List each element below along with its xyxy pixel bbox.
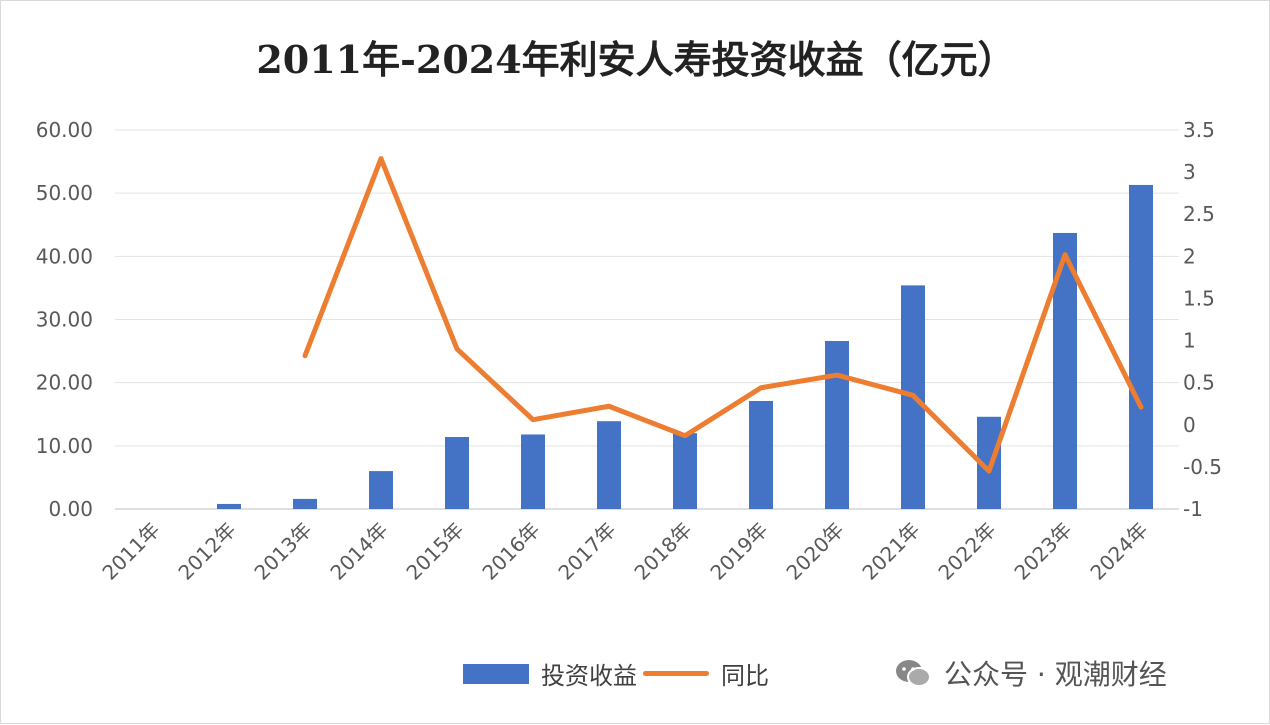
right-tick-label: -0.5: [1183, 455, 1222, 479]
x-tick-label: 2023年: [1009, 518, 1076, 585]
bar: [217, 504, 241, 509]
right-tick-label: 3: [1183, 160, 1196, 184]
left-tick-label: 20.00: [36, 371, 93, 395]
x-tick-label: 2014年: [325, 518, 392, 585]
bar: [521, 434, 545, 509]
bar: [369, 471, 393, 509]
x-tick-label: 2011年: [97, 518, 164, 585]
legend-bar-swatch: [463, 664, 529, 684]
left-tick-label: 60.00: [36, 118, 93, 142]
right-tick-label: 0.5: [1183, 371, 1215, 395]
legend: 投资收益 同比: [463, 656, 769, 691]
x-tick-label: 2013年: [249, 518, 316, 585]
legend-line-label: 同比: [721, 656, 769, 691]
line-series: [305, 159, 1141, 471]
right-tick-label: 2.5: [1183, 202, 1215, 226]
left-tick-label: 40.00: [36, 244, 93, 268]
right-tick-label: 3.5: [1183, 118, 1215, 142]
bar: [673, 433, 697, 509]
bar: [293, 499, 317, 509]
x-tick-label: 2015年: [401, 518, 468, 585]
left-tick-label: 50.00: [36, 181, 93, 205]
right-tick-label: 1: [1183, 329, 1196, 353]
x-tick-label: 2019年: [705, 518, 772, 585]
right-tick-label: 0: [1183, 413, 1196, 437]
left-tick-label: 0.00: [48, 497, 93, 521]
legend-bar-label: 投资收益: [541, 656, 637, 691]
x-tick-label: 2022年: [933, 518, 1000, 585]
bar: [1129, 185, 1153, 509]
x-tick-label: 2021年: [857, 518, 924, 585]
bar: [825, 341, 849, 509]
watermark-text: 公众号 · 观潮财经: [944, 653, 1167, 693]
bar: [749, 401, 773, 509]
right-tick-label: -1: [1183, 497, 1203, 521]
right-tick-label: 2: [1183, 244, 1196, 268]
x-tick-label: 2016年: [477, 518, 544, 585]
right-tick-label: 1.5: [1183, 286, 1215, 310]
legend-line-swatch: [643, 671, 709, 676]
x-tick-label: 2012年: [173, 518, 240, 585]
left-tick-label: 10.00: [36, 434, 93, 458]
x-tick-label: 2024年: [1085, 518, 1152, 585]
x-tick-label: 2018年: [629, 518, 696, 585]
wechat-icon: [894, 658, 932, 688]
watermark: 公众号 · 观潮财经: [894, 653, 1167, 693]
x-tick-label: 2020年: [781, 518, 848, 585]
left-tick-label: 30.00: [36, 308, 93, 332]
x-tick-label: 2017年: [553, 518, 620, 585]
bar: [445, 437, 469, 509]
bar: [597, 421, 621, 509]
